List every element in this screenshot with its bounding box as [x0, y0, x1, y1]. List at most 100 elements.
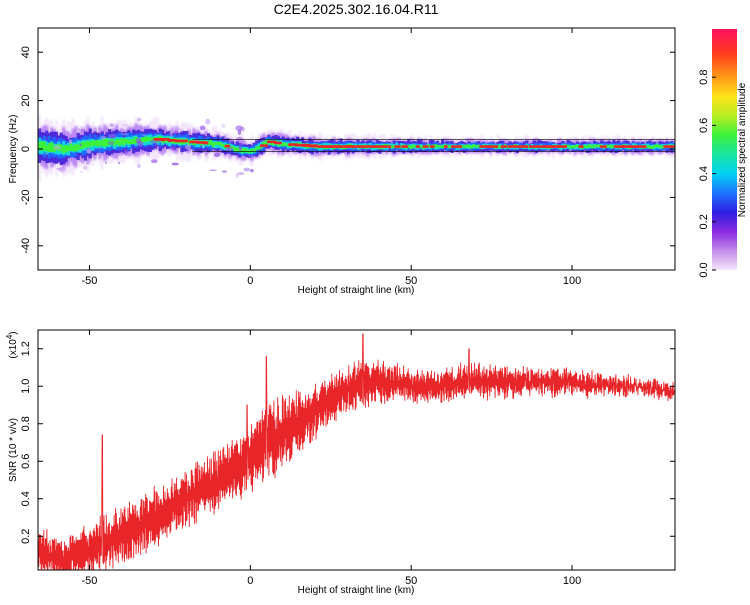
snr-y-ticks: 0.2 0.4 0.6 0.8 1.0 1.2 [20, 341, 675, 544]
spectrogram-cell [86, 148, 92, 154]
snr-y-multiplier-exp: 4 [5, 334, 14, 339]
spectrogram-cell [52, 145, 56, 153]
spectrogram-cell [137, 117, 142, 122]
spectrogram-cell [568, 146, 572, 149]
spectrogram-cell [124, 138, 128, 144]
spectrogram-x-label: Height of straight line (km) [298, 285, 415, 296]
snr-x-tick-label: -50 [82, 575, 98, 587]
colorbar-tick-label: 0.8 [698, 70, 710, 85]
spectrogram-peak-cell [203, 141, 209, 145]
spectrogram-peak-cell [620, 145, 633, 148]
snr-series-line [38, 333, 675, 570]
spectrogram-x-tick-label: -50 [82, 275, 98, 287]
spectrogram-cell [498, 145, 502, 149]
spectrogram-cell [206, 141, 211, 145]
spectrogram-peak-cell [288, 143, 298, 146]
spectrogram-cell [69, 143, 73, 151]
spectrogram-x-ticks: -50 0 50 100 [82, 28, 581, 287]
spectrogram-cell [214, 142, 218, 146]
spectrogram-cell [81, 141, 85, 149]
spectrogram-band [38, 114, 675, 181]
spectrogram-peak-cell [550, 145, 560, 148]
spectrogram-cell [105, 138, 109, 146]
spectrogram-cell [221, 123, 226, 128]
spectrogram-cell [129, 139, 133, 145]
spectrogram-cell [238, 145, 242, 151]
spectrogram-cell [209, 169, 217, 172]
spectrogram-peak-cell [613, 145, 626, 148]
spectrogram-cell [245, 149, 249, 153]
spectrogram-peak-cell [394, 145, 401, 148]
spectrogram-cell [218, 142, 223, 146]
spectrogram-peak-cell [330, 145, 341, 148]
spectrogram-cell [103, 139, 107, 147]
spectrogram-cell [655, 144, 659, 148]
spectrogram-peak-cell [444, 145, 448, 148]
spectrogram-cell [440, 145, 445, 149]
spectrogram-cell [42, 141, 46, 151]
spectrogram-peak-cell [500, 145, 507, 148]
spectrogram-cell [243, 167, 251, 172]
spectrogram-cell [150, 159, 158, 164]
spectrogram-cell [66, 145, 71, 152]
spectrogram-cell [121, 124, 128, 127]
spectrogram-cell [390, 143, 394, 149]
spectrogram-peak-cell [387, 145, 392, 148]
spectrogram-y-label: Frequency (Hz) [8, 115, 19, 184]
spectrogram-peak-cell [578, 145, 584, 148]
spectrogram-cell [609, 145, 613, 149]
spectrogram-cell [590, 145, 594, 149]
spectrogram-cell [168, 127, 173, 132]
spectrogram-cell [53, 145, 61, 150]
spectrogram-y-ticks: -40 -20 0 20 40 [20, 46, 675, 254]
spectrogram-cell [221, 143, 225, 147]
spectrogram-cell [98, 140, 102, 146]
spectrogram-cell [205, 118, 211, 125]
spectrogram-cell [135, 137, 142, 144]
spectrogram-cell [173, 130, 179, 135]
spectrogram-cell [170, 131, 173, 138]
spectrogram-peak-cell [422, 145, 429, 148]
spectrogram-cell [71, 145, 75, 151]
spectrogram-cell [201, 145, 205, 149]
spectrogram-cell [229, 140, 234, 143]
spectrogram-cell [86, 140, 90, 148]
spectrogram-cell [45, 145, 49, 152]
spectrogram-cell [112, 140, 116, 146]
spectrogram-cell [658, 144, 662, 148]
spectrogram-peak-cell [514, 145, 529, 148]
spectrogram-cell [250, 149, 254, 153]
spectrogram-cell [79, 143, 82, 147]
spectrogram-cell [100, 139, 104, 146]
spectrogram-cell [448, 145, 452, 149]
spectrogram-cell [467, 144, 471, 148]
spectrogram-cell [276, 142, 280, 147]
spectrogram-cell [104, 161, 108, 165]
spectrogram-cell [221, 170, 227, 173]
spectrogram-peak-cell [224, 144, 230, 148]
spectrogram-peak-cell [599, 145, 607, 148]
spectrogram-cell [170, 130, 175, 133]
spectrogram-peak-cell [175, 139, 188, 143]
snr-x-tick-label: 0 [247, 575, 253, 587]
spectrogram-cell [155, 141, 158, 147]
spectrogram-cell [74, 144, 78, 152]
spectrogram-x-tick-label: 100 [563, 275, 581, 287]
spectrogram-cell [108, 133, 117, 139]
spectrogram-cell [132, 138, 136, 145]
spectrogram-cell [120, 138, 124, 145]
spectrogram-cell [612, 145, 616, 148]
spectrogram-peak-cell [451, 145, 462, 148]
spectrogram-x-tick-label: 0 [247, 275, 253, 287]
spectrogram-peak-cell [507, 145, 516, 148]
spectrogram-cell [660, 144, 664, 149]
spectrogram-peak-cell [670, 145, 675, 148]
spectrogram-cell [40, 141, 44, 151]
spectrogram-cell [262, 141, 266, 146]
spectrogram-cell [583, 145, 587, 148]
spectrogram-cell [235, 125, 243, 132]
spectrogram-cell [146, 136, 150, 142]
spectrogram-cell [148, 137, 153, 142]
spectrogram-peak-cell [323, 145, 337, 148]
